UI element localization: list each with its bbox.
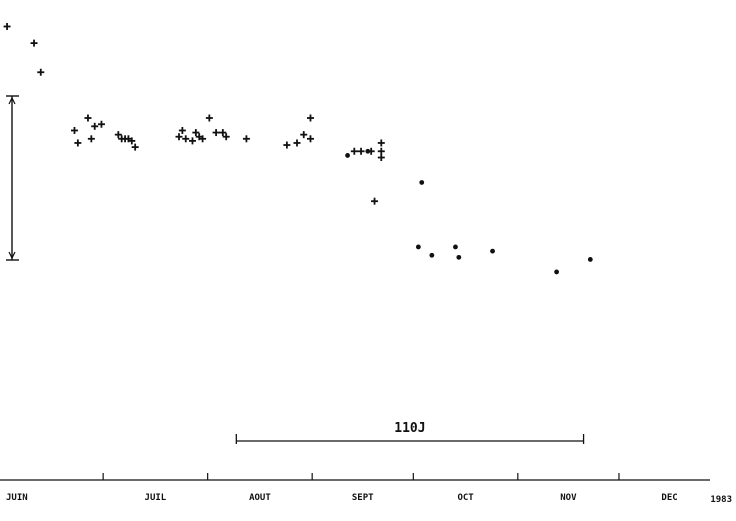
plus-marker — [377, 139, 385, 147]
dot-marker — [453, 244, 458, 250]
range-arrow-down — [8, 251, 16, 260]
plus-marker — [3, 22, 11, 30]
dot-marker — [419, 180, 425, 185]
range-arrow-up — [8, 96, 16, 105]
x-tick-label: OCT — [457, 493, 474, 503]
plus-marker — [377, 147, 385, 155]
x-tick-label: JUIN — [6, 493, 28, 503]
x-tick-label: JUIL — [145, 493, 167, 503]
dot-marker — [365, 148, 371, 154]
range-bracket-left — [6, 95, 19, 261]
plus-marker — [188, 137, 196, 145]
plus-marker — [192, 129, 200, 137]
plus-marker — [222, 133, 230, 141]
plus-marker — [84, 114, 92, 122]
plus-marker — [128, 137, 136, 145]
x-tick-label: AOUT — [249, 493, 271, 503]
plus-marker — [182, 135, 190, 143]
x-tick-label: SEPT — [352, 493, 374, 503]
plus-marker — [131, 143, 139, 151]
dot-marker — [587, 257, 593, 262]
plus-marker — [97, 120, 105, 128]
plus-marker — [175, 133, 183, 141]
plus-marker — [357, 147, 365, 155]
plus-marker — [283, 141, 291, 149]
plus-marker — [199, 135, 207, 143]
plus-marker — [293, 139, 301, 147]
plus-marker — [87, 135, 95, 143]
plus-marker — [91, 122, 99, 130]
plus-marker — [212, 129, 220, 137]
plus-marker — [70, 126, 78, 134]
dot-marker — [554, 269, 559, 275]
plus-marker — [74, 139, 82, 147]
plus-marker — [350, 147, 358, 155]
x-tick-label: DEC — [661, 493, 677, 503]
plus-marker — [300, 131, 308, 139]
x-axis: JUIN JUIL AOUT SEPT OCT NOV DEC — [0, 473, 710, 503]
dot-marker — [345, 153, 350, 158]
plus-marker — [306, 114, 314, 122]
plus-marker — [30, 39, 38, 47]
dot-marker — [415, 244, 421, 250]
plus-marker — [37, 68, 45, 76]
plus-marker — [178, 126, 186, 134]
plus-marker — [377, 154, 385, 162]
plus-marker — [306, 135, 314, 143]
dot-marker — [456, 254, 462, 260]
plus-marker — [371, 197, 379, 205]
dot-marker — [490, 248, 495, 254]
duration-bracket: 110J — [235, 421, 585, 444]
data-points — [3, 22, 593, 275]
plus-marker — [242, 135, 250, 143]
x-tick-label: NOV — [560, 493, 577, 503]
dot-marker — [429, 252, 435, 258]
plus-marker — [205, 114, 213, 122]
year-label: 1983 — [710, 495, 732, 505]
plus-marker — [114, 131, 122, 139]
duration-label: 110J — [394, 421, 425, 436]
plus-marker — [219, 129, 227, 137]
